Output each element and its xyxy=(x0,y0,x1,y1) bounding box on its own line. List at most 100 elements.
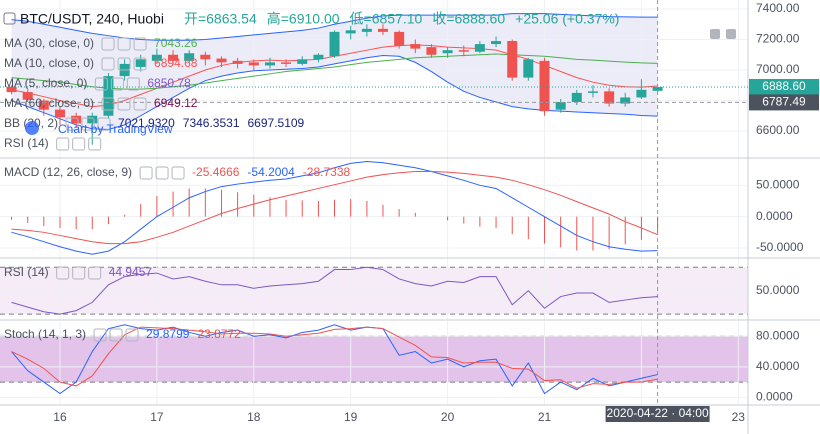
candle-body xyxy=(329,31,340,57)
legend-value: -54.2004 xyxy=(247,165,295,179)
candle-body xyxy=(491,41,502,45)
crosshair-time-box xyxy=(605,406,710,422)
legend-value: 29.8799 xyxy=(146,327,190,341)
candle-body xyxy=(135,59,146,67)
legend-icon[interactable] xyxy=(88,266,102,280)
legend-icon[interactable] xyxy=(56,266,70,280)
candle-body xyxy=(394,31,405,46)
legend-value: 6949.12 xyxy=(154,96,198,110)
legend-icon[interactable] xyxy=(139,166,153,180)
credit: Chart by TradingView xyxy=(58,122,173,136)
pane-icon[interactable] xyxy=(726,29,736,39)
legend-icon[interactable] xyxy=(133,97,147,111)
legend-icon[interactable] xyxy=(117,37,131,51)
legend-icon[interactable] xyxy=(56,137,70,151)
candle-body xyxy=(151,54,162,61)
legend-icon[interactable] xyxy=(72,137,86,151)
price-change: +25.06 (+0.37%) xyxy=(515,11,619,27)
indicator-line xyxy=(11,13,658,41)
y-tick-label: 80.0000 xyxy=(756,328,800,342)
y-tick-label: 50.0000 xyxy=(756,283,800,297)
legend-label: MA (5, close, 0) xyxy=(4,76,87,90)
candle-body xyxy=(184,53,195,61)
legend-icon[interactable] xyxy=(125,328,139,342)
candle-body xyxy=(264,62,275,66)
last-price-box xyxy=(749,78,819,95)
indicator-line xyxy=(11,53,658,90)
x-tick-label: 18 xyxy=(247,410,261,424)
legend-icon[interactable] xyxy=(97,117,111,131)
legend-label: RSI (14) xyxy=(4,136,49,150)
candle-body xyxy=(6,86,17,93)
candle-body xyxy=(555,102,566,110)
legend-icon[interactable] xyxy=(171,166,185,180)
credit-logo xyxy=(25,121,39,135)
legend-icon[interactable] xyxy=(101,37,115,51)
legend-icon[interactable] xyxy=(65,117,79,131)
y-tick-label: 7400.00 xyxy=(756,1,800,15)
legend-value: -25.4666 xyxy=(192,165,240,179)
candle-body xyxy=(474,44,485,52)
last-price-label: 6888.60 xyxy=(762,79,806,93)
candle-body xyxy=(410,44,421,49)
legend-icon[interactable] xyxy=(93,328,107,342)
indicator-line xyxy=(11,266,658,315)
legend-icon[interactable] xyxy=(133,57,147,71)
candle-body xyxy=(539,60,550,112)
candle-body xyxy=(571,92,582,103)
legend-icon[interactable] xyxy=(101,97,115,111)
legend-icon[interactable] xyxy=(101,57,115,71)
ohlc-value: 收=6888.60 xyxy=(432,11,505,27)
legend-value: 6697.5109 xyxy=(248,116,305,130)
legend-icon[interactable] xyxy=(110,77,124,91)
candle-body xyxy=(232,60,243,64)
x-tick-label: 20 xyxy=(441,410,455,424)
legend-icon[interactable] xyxy=(72,266,86,280)
symbol-icon[interactable] xyxy=(3,12,16,25)
candle-body xyxy=(38,100,49,110)
candle-body xyxy=(523,59,534,78)
candle-body xyxy=(200,54,211,60)
candle-body xyxy=(442,50,453,54)
y-tick-label: 0.0000 xyxy=(756,390,793,404)
legend-icon[interactable] xyxy=(155,166,169,180)
legend-label: RSI (14) xyxy=(4,265,49,279)
legend-icon[interactable] xyxy=(133,37,147,51)
x-tick-label: 19 xyxy=(344,410,358,424)
legend-value: 7346.3531 xyxy=(183,116,240,130)
legend-label: MA (60, close, 0) xyxy=(4,96,94,110)
legend-value: 23.8772 xyxy=(197,327,241,341)
x-tick-label: 21 xyxy=(538,410,552,424)
legend-icon[interactable] xyxy=(126,77,140,91)
legend-icon[interactable] xyxy=(81,117,95,131)
legend-value: 6894.68 xyxy=(154,56,198,70)
crosshair-price-box xyxy=(749,94,819,111)
y-tick-label: 7000.00 xyxy=(756,62,800,76)
candle-body xyxy=(71,115,82,124)
legend-icon[interactable] xyxy=(88,137,102,151)
legend-icon[interactable] xyxy=(117,97,131,111)
candle-body xyxy=(377,28,388,32)
legend-label: MA (30, close, 0) xyxy=(4,36,94,50)
candle-body xyxy=(361,28,372,32)
candle-body xyxy=(248,62,259,66)
labels: 7400.007200.007000.006800.006600.00BTC/U… xyxy=(4,1,819,424)
candle-body xyxy=(103,76,114,116)
candle-body xyxy=(636,89,647,98)
candle-body xyxy=(345,30,356,34)
candle-body xyxy=(458,50,469,52)
legend-icon[interactable] xyxy=(117,57,131,71)
candle-body xyxy=(216,58,227,63)
ohlc-value: 开=6863.54 xyxy=(184,11,257,27)
legend-icon[interactable] xyxy=(109,328,123,342)
x-tick-label: 17 xyxy=(150,410,164,424)
candle-body xyxy=(168,54,179,61)
legend-icon[interactable] xyxy=(94,77,108,91)
candle-body xyxy=(426,47,437,55)
ohlc-value: 低=6857.10 xyxy=(350,11,423,27)
pane-icon[interactable] xyxy=(710,29,720,39)
crosshair-price-label: 6787.49 xyxy=(762,95,806,109)
candle-body xyxy=(281,62,292,64)
